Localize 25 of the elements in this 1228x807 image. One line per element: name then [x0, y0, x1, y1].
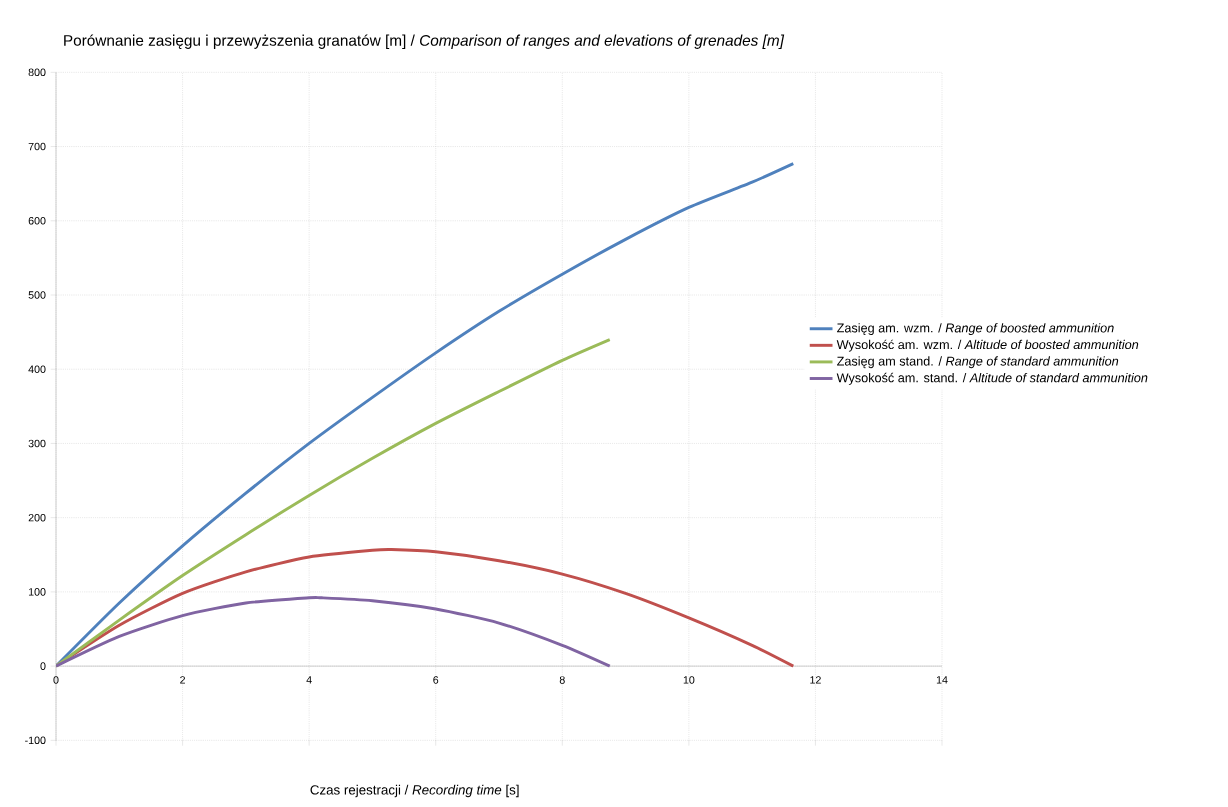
- x-tick-label: 10: [683, 676, 695, 684]
- y-tick-label: 800: [28, 68, 46, 77]
- chart-title: Porównanie zasięgu i przewyższenia granatów [m] / Comparison of ranges and elevations of grenades [m]: [64, 34, 785, 49]
- legend-label: Zasięg am. wzm. / Range of boosted ammunition: [837, 323, 1114, 335]
- line-series: [56, 596, 612, 668]
- y-tick-label: 0: [40, 662, 46, 670]
- y-tick-label: 400: [28, 365, 46, 373]
- legend-label: Zasięg am stand. / Range of standard ammunition: [837, 356, 1119, 369]
- y-tick-label: 600: [28, 217, 46, 225]
- x-axis-title: Czas rejestracji / Recording time [s]: [310, 784, 519, 798]
- y-tick-label: 200: [28, 513, 46, 522]
- x-tick-label: 2: [180, 676, 185, 684]
- legend-label: Wysokość am. stand. / Altitude of standard ammunition: [836, 372, 1148, 385]
- y-tick-label: 500: [28, 291, 46, 299]
- legend-label: Wysokość am. wzm. / Altitude of boosted ammunition: [836, 339, 1139, 352]
- x-tick-label: 14: [936, 676, 948, 684]
- x-tick-label: 12: [810, 676, 821, 684]
- x-tick-label: 6: [433, 676, 439, 684]
- x-tick-label: 8: [559, 676, 565, 684]
- x-tick-label: 0: [53, 676, 59, 684]
- y-tick-label: 700: [28, 142, 46, 151]
- y-tick-label: -100: [25, 736, 46, 745]
- x-tick-label: 4: [306, 676, 312, 684]
- y-tick-label: 100: [28, 588, 46, 596]
- y-tick-label: 300: [28, 439, 46, 448]
